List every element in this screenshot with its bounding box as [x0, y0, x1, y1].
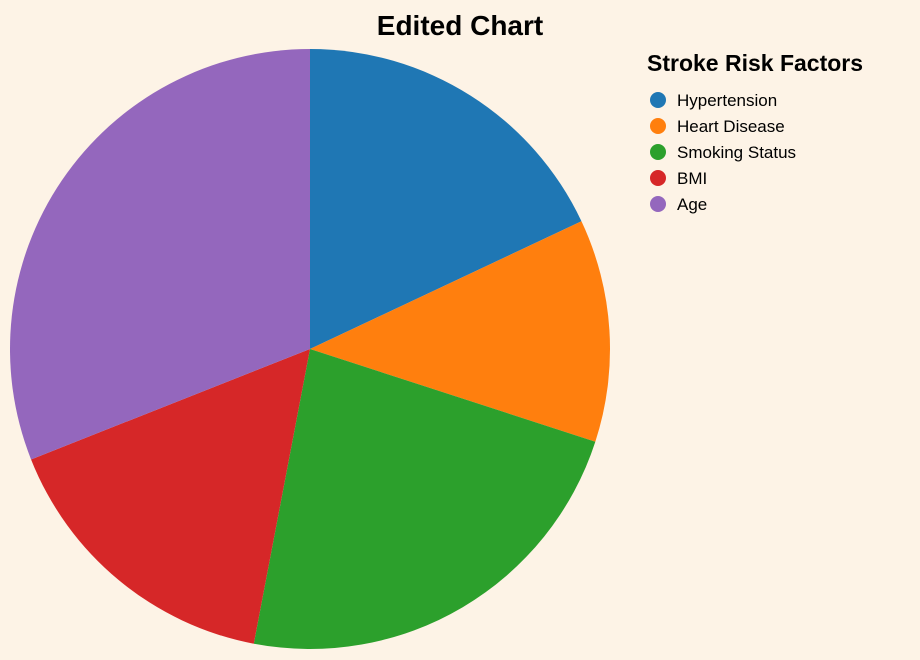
legend-label: Hypertension: [677, 91, 777, 110]
legend-swatch: [650, 118, 666, 134]
legend-label: Heart Disease: [677, 117, 785, 136]
legend-label: Age: [677, 195, 707, 214]
legend-item: Smoking Status: [650, 143, 796, 162]
legend-swatch: [650, 144, 666, 160]
legend-item: BMI: [650, 169, 707, 188]
legend-item: Hypertension: [650, 91, 777, 110]
chart-title: Edited Chart: [377, 10, 543, 41]
legend-items: Hypertension Heart Disease Smoking Status B…: [650, 91, 796, 214]
pie-slice-hypertension: [310, 49, 582, 349]
legend: Stroke Risk Factors Hypertension Heart Di…: [647, 50, 863, 214]
pie-slice-bmi: [31, 349, 310, 644]
pie-slice-heart-disease: [310, 221, 611, 442]
pie-slice-smoking-status: [253, 349, 596, 650]
legend-swatch: [650, 170, 666, 186]
legend-label: BMI: [677, 169, 707, 188]
legend-item: Age: [650, 195, 707, 214]
legend-label: Smoking Status: [677, 143, 796, 162]
legend-swatch: [650, 196, 666, 212]
pie-slices: [10, 49, 611, 650]
legend-swatch: [650, 92, 666, 108]
legend-title: Stroke Risk Factors: [647, 50, 863, 76]
pie-slice-age: [10, 49, 311, 460]
legend-item: Heart Disease: [650, 117, 785, 136]
